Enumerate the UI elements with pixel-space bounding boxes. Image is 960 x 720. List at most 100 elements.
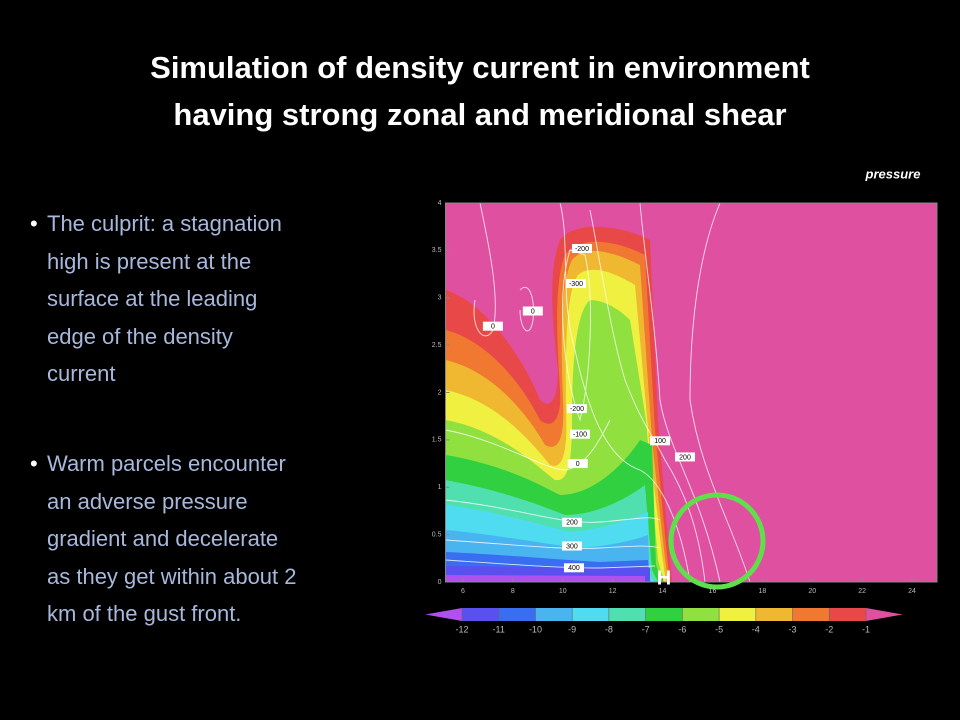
contour-label-bg (561, 517, 582, 527)
contour-label: 300 (561, 541, 582, 551)
contour-label: -100 (569, 429, 590, 439)
contour-label-text: 0 (531, 308, 535, 315)
bullet-line: The culprit: a stagnation (47, 211, 282, 236)
contour-label-text: 400 (568, 565, 580, 572)
colorbar-box (719, 608, 756, 621)
colorbar-label: -5 (715, 624, 723, 634)
contour-label: -200 (566, 404, 587, 414)
high-marker: H (657, 567, 671, 589)
bullet-line: as they get within about 2 (47, 563, 297, 589)
colorbar-box (535, 608, 573, 621)
colorbar-triangle (866, 608, 903, 621)
contour-label-bg (569, 429, 590, 439)
contour-fills (445, 226, 672, 582)
contour-label: 0 (482, 321, 503, 331)
y-tick-label: 0 (438, 579, 442, 586)
contour-label-bg (567, 459, 588, 469)
x-tick-label: 16 (709, 588, 717, 595)
bullet-line: Warm parcels encounter (47, 451, 286, 476)
contour-label-text: 0 (491, 324, 495, 331)
y-tick-label: 3 (438, 295, 442, 302)
colorbar-box (462, 608, 499, 621)
contour-label: 400 (563, 563, 584, 573)
contour-label-text: 200 (679, 454, 691, 461)
contour-label-bg (522, 306, 543, 316)
colorbar-label: -2 (825, 624, 833, 634)
contour-label-bg (561, 541, 582, 551)
contour-label-text: 100 (654, 438, 666, 445)
bullet-line: high is present at the (47, 248, 252, 274)
x-tick-label: 20 (808, 588, 816, 595)
contour-lines (445, 202, 751, 583)
colorbar-label: -9 (568, 624, 576, 634)
contour-label: 100 (650, 436, 671, 446)
contour-label: 200 (561, 517, 582, 527)
x-tick-label: 24 (908, 588, 916, 595)
highlight-circle (668, 492, 766, 590)
contour-label-text: -300 (569, 281, 583, 288)
contour-label-bg (650, 436, 671, 446)
bullet-line: surface at the leading (47, 286, 258, 311)
x-tick-label: 8 (511, 588, 515, 595)
colorbar-label: -1 (862, 624, 870, 634)
y-tick-label: 4 (438, 200, 442, 207)
colorbar-label: -4 (752, 624, 760, 634)
bullet-line: km of the gust front. (47, 601, 242, 626)
x-tick-label: 14 (659, 588, 667, 595)
bullet-line: current (47, 361, 116, 386)
title-line: Simulation of density current in environ… (150, 50, 810, 85)
contour-label-bg (571, 243, 592, 253)
y-tick-label: 2.5 (432, 342, 442, 349)
contour-label-text: 0 (576, 461, 580, 468)
contour-label: 200 (675, 452, 696, 462)
colorbar-box (755, 608, 793, 621)
colorbar-label: -11 (493, 624, 505, 634)
bullet: • The culprit: a stagnation high is presen… (30, 205, 282, 393)
colorbar-label: -3 (789, 624, 797, 634)
colorbar-label: -6 (678, 624, 686, 634)
contour-label-bg (675, 452, 696, 462)
bullet-line: gradient and decelerate (47, 526, 279, 551)
colorbar-box (645, 608, 683, 621)
bullet: • Warm parcels encounter an adverse pressu… (30, 445, 297, 633)
contour-label-text: -200 (570, 406, 584, 413)
y-tick-label: 1 (438, 484, 442, 491)
y-tick-label: 3.5 (432, 247, 442, 254)
x-tick-label: 22 (858, 588, 866, 595)
x-tick-label: 12 (609, 588, 617, 595)
contour-label-text: -100 (573, 432, 587, 439)
contour-label: -300 (565, 279, 586, 289)
contour-label-bg (482, 321, 503, 331)
figure-label: pressure (865, 166, 921, 181)
contour-label: -200 (571, 243, 592, 253)
colorbar-triangle (425, 608, 462, 621)
contour-label: 0 (522, 306, 543, 316)
contour-fill (445, 575, 645, 582)
contour-label-bg (566, 404, 587, 414)
x-tick-label: 18 (758, 588, 766, 595)
title-line: having strong zonal and meridional shear (173, 97, 787, 132)
contour-label-bg (563, 563, 584, 573)
contour-label-text: 300 (566, 543, 578, 550)
x-tick-label: 6 (461, 588, 465, 595)
contour-label: 0 (567, 459, 588, 469)
bullet-dot: • (30, 451, 38, 476)
colorbar-box (792, 608, 830, 621)
y-tick-label: 1.5 (432, 437, 442, 444)
colorbar-box (608, 608, 646, 621)
colorbar-box (498, 608, 536, 621)
colorbar-label: -7 (642, 624, 650, 634)
colorbar-box (572, 608, 609, 621)
colorbar-label: -12 (455, 624, 468, 634)
colorbar-box (829, 608, 866, 621)
colorbar-box (682, 608, 720, 621)
contour-label-text: -200 (575, 246, 589, 253)
y-tick-label: 2 (438, 389, 442, 396)
x-tick-label: 10 (559, 588, 567, 595)
y-tick-label: 0.5 (432, 531, 442, 538)
bullet-line: an adverse pressure (47, 488, 248, 514)
bullet-line: edge of the density (47, 323, 233, 349)
bullet-dot: • (30, 211, 38, 236)
